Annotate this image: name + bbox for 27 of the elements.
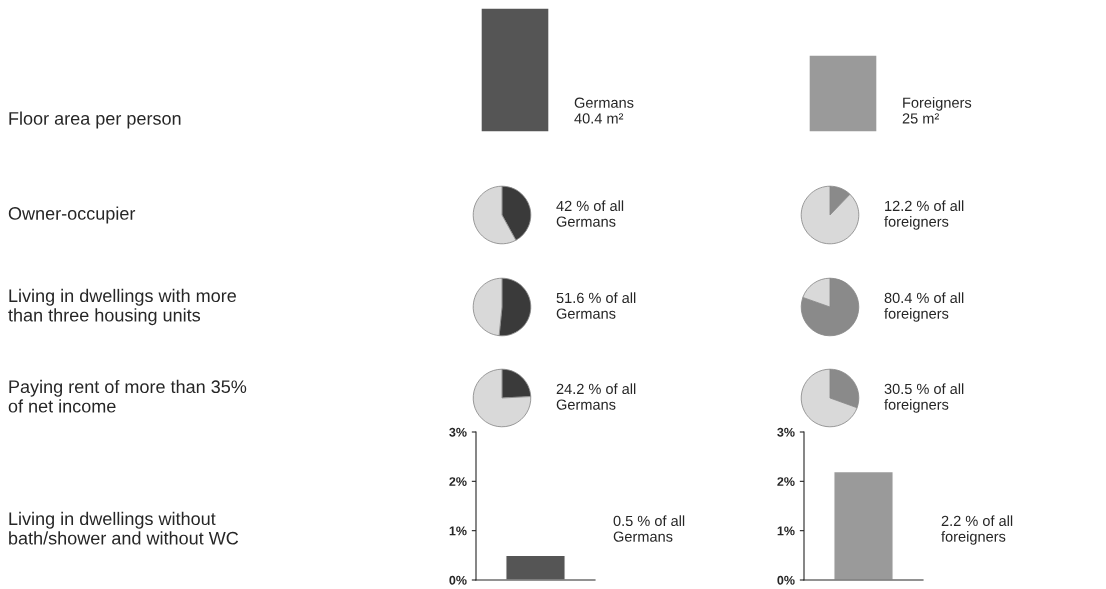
text: 2.2 % of all foreigners: [941, 515, 1013, 545]
text: 42 % of all Germans: [556, 200, 624, 227]
y-tick-label: 2%: [449, 477, 467, 486]
text: 12.2 % of all foreigners: [884, 200, 964, 230]
text: Living in dwellings without bath/shower and without WC: [9, 511, 239, 545]
pie-slice: [800, 185, 860, 245]
y-tick-label: 2%: [777, 477, 795, 486]
pie-slice: [800, 368, 858, 428]
text: Living in dwellings with more than three housing units: [8, 288, 236, 326]
text: 24.2 % of all Germans: [556, 383, 636, 410]
text: Floor area per person: [9, 111, 181, 129]
y-tick-label: 1%: [449, 526, 467, 536]
y-tick-label: 0%: [777, 575, 795, 585]
y-tick-label: 0%: [449, 575, 467, 585]
y-tick-label: 3%: [449, 427, 467, 437]
text: Paying rent of more than 35% of net income: [8, 379, 247, 413]
text: 51.6 % of all Germans: [556, 292, 636, 319]
pie-slice: [800, 277, 860, 337]
text: 30.5 % of all foreigners: [884, 383, 964, 413]
annotation: Germans 40.4 m²: [574, 97, 634, 124]
text: 80.4 % of all foreigners: [884, 292, 964, 322]
pie-slice: [472, 368, 532, 428]
y-tick-label: 3%: [777, 427, 795, 437]
text: Owner-occupier: [8, 206, 136, 224]
annotation: Foreigners 25 m²: [902, 97, 972, 124]
text: 0.5 % of all Germans: [613, 515, 685, 542]
y-tick-label: 1%: [777, 526, 795, 536]
